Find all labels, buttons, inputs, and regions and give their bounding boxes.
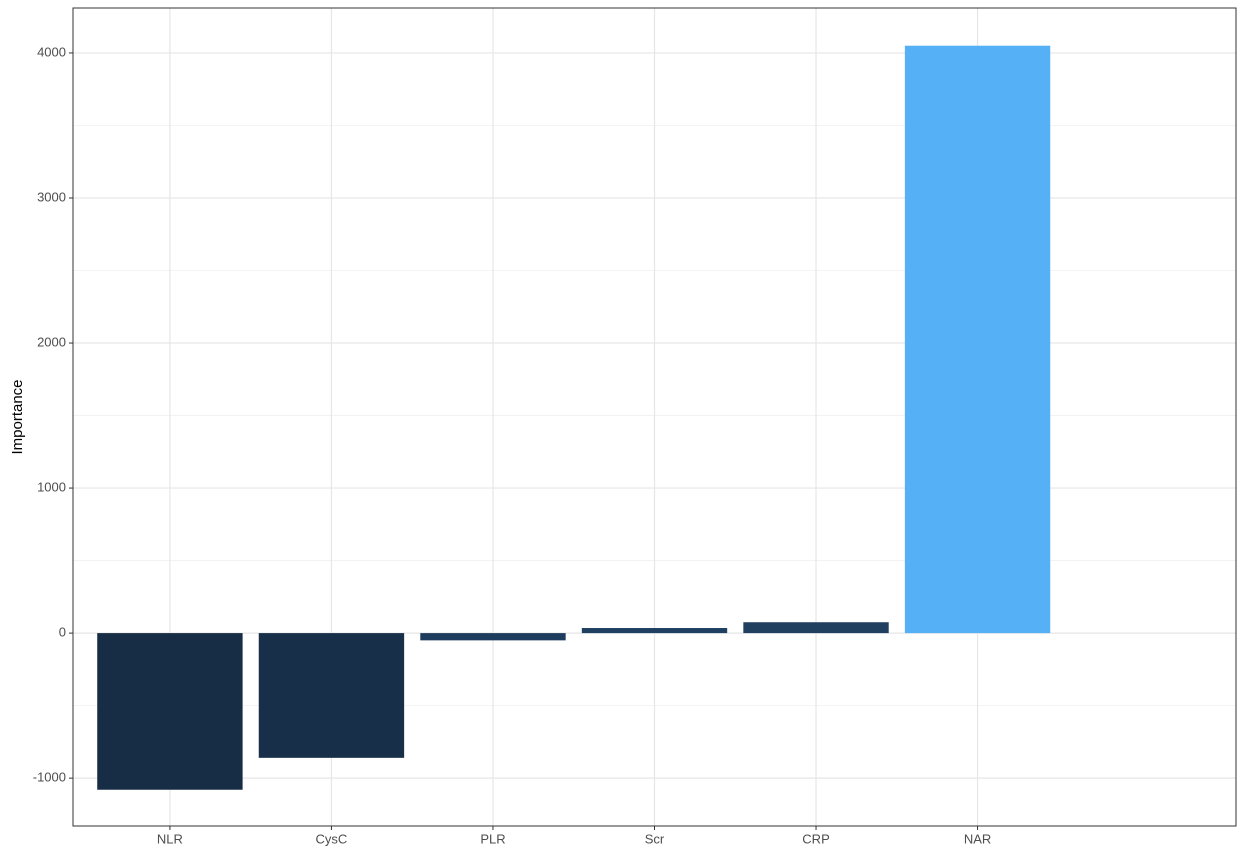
bar [258, 633, 405, 758]
y-tick-label: 1000 [37, 480, 66, 495]
x-tick-label: CRP [802, 831, 829, 846]
panel-border [72, 7, 1237, 827]
y-tick-label: -1000 [33, 770, 66, 785]
y-tick-label: 0 [59, 625, 66, 640]
bar [743, 622, 889, 634]
bar [581, 628, 728, 634]
x-tick-label: NAR [964, 831, 991, 846]
y-tick-label: 4000 [37, 44, 66, 59]
bar [97, 633, 243, 790]
bar [904, 45, 1051, 634]
bar [420, 633, 566, 641]
x-tick-label: CysC [316, 831, 348, 846]
x-tick-label: NLR [157, 831, 183, 846]
y-tick-label: 3000 [37, 189, 66, 204]
y-tick-label: 2000 [37, 334, 66, 349]
x-tick-label: Scr [645, 831, 665, 846]
y-axis-label: Importance [9, 379, 26, 454]
x-tick-label: PLR [480, 831, 505, 846]
